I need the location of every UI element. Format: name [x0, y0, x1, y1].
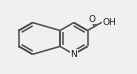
- Text: OH: OH: [103, 18, 117, 27]
- Text: O: O: [88, 15, 95, 24]
- Text: N: N: [70, 50, 77, 59]
